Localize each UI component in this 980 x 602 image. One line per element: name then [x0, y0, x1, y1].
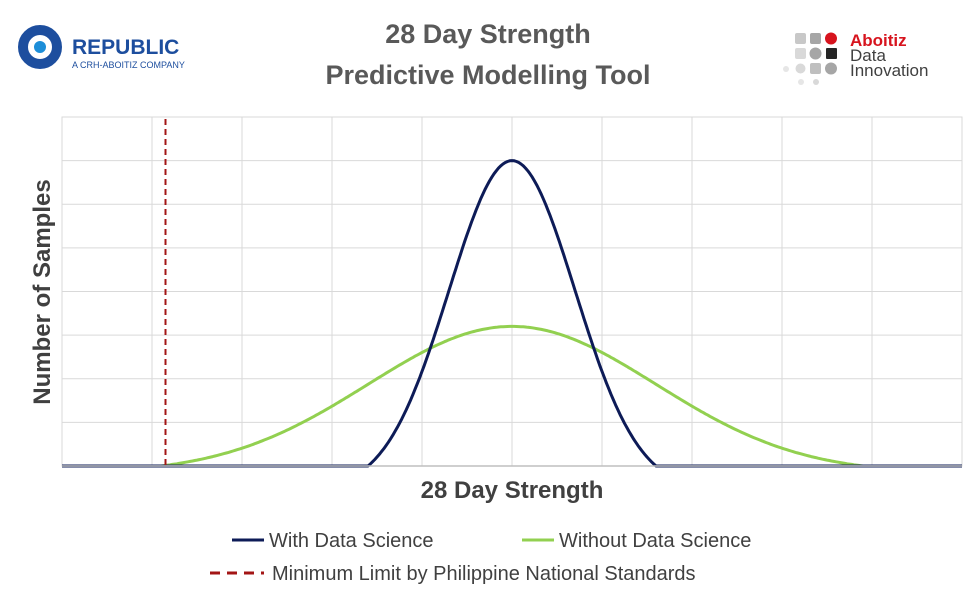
legend-label-with-data-science: With Data Science — [269, 530, 434, 552]
series-line-without-data-science — [62, 324, 962, 468]
chart-title: 28 Day Strength — [385, 19, 591, 49]
legend: With Data Science Without Data Science M… — [210, 530, 751, 585]
aboitiz-logo-icon — [783, 32, 837, 85]
republic-logo-icon-center — [34, 41, 46, 53]
republic-logo-name: REPUBLIC — [72, 36, 179, 59]
aboitiz-logo-brand: Aboitiz — [850, 31, 907, 50]
legend-entry-without-data-science: Without Data Science — [522, 530, 751, 552]
plot-area — [61, 116, 963, 468]
y-axis-title: Number of Samples — [29, 179, 56, 404]
republic-logo-icon — [18, 25, 62, 69]
republic-logo: REPUBLIC A CRH-ABOITIZ COMPANY — [18, 25, 185, 70]
legend-label-without-data-science: Without Data Science — [559, 530, 751, 552]
legend-entry-minimum-limit: Minimum Limit by Philippine National Sta… — [210, 563, 696, 585]
legend-entry-with-data-science: With Data Science — [232, 530, 434, 552]
republic-logo-tagline: A CRH-ABOITIZ COMPANY — [72, 60, 185, 70]
x-axis-title: 28 Day Strength — [421, 477, 604, 504]
aboitiz-logo-line3: Innovation — [850, 61, 928, 80]
aboitiz-logo: Aboitiz Data Innovation — [783, 31, 928, 85]
chart-subtitle: Predictive Modelling Tool — [325, 60, 650, 90]
legend-label-minimum-limit: Minimum Limit by Philippine National Sta… — [272, 563, 696, 585]
aboitiz-logo-line2: Data — [850, 46, 886, 65]
